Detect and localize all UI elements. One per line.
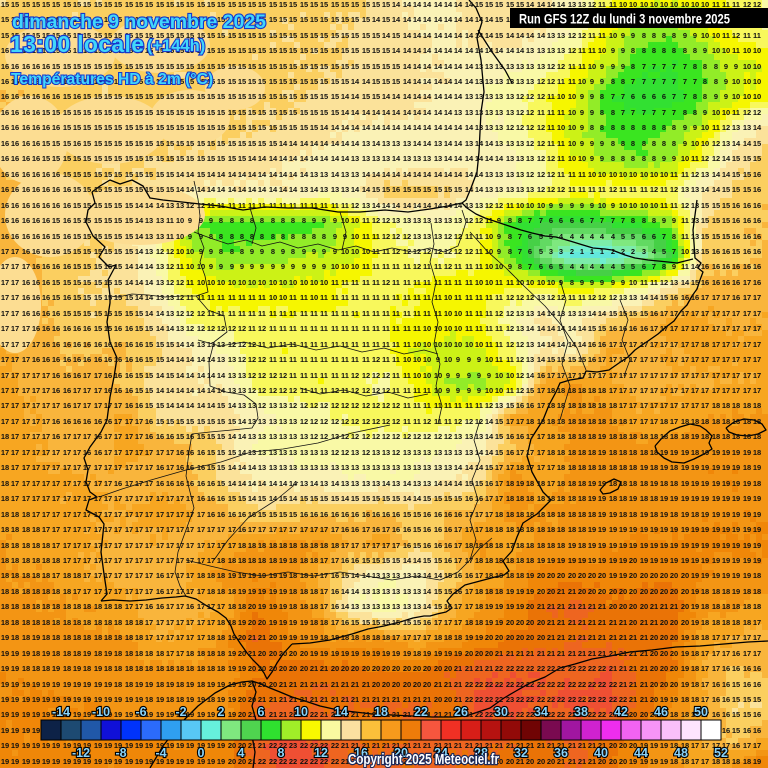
svg-text:44: 44 bbox=[634, 746, 648, 760]
svg-text:6: 6 bbox=[258, 705, 265, 719]
svg-text:-12: -12 bbox=[72, 746, 90, 760]
svg-text:-14: -14 bbox=[52, 705, 70, 719]
svg-text:-8: -8 bbox=[115, 746, 126, 760]
svg-text:0: 0 bbox=[198, 746, 205, 760]
svg-text:10: 10 bbox=[294, 705, 308, 719]
svg-text:32: 32 bbox=[514, 746, 528, 760]
svg-text:42: 42 bbox=[614, 705, 628, 719]
svg-text:48: 48 bbox=[674, 746, 688, 760]
svg-text:8: 8 bbox=[278, 746, 285, 760]
svg-text:2: 2 bbox=[218, 705, 225, 719]
svg-text:-4: -4 bbox=[155, 746, 166, 760]
svg-text:34: 34 bbox=[534, 705, 548, 719]
svg-text:-2: -2 bbox=[175, 705, 186, 719]
svg-text:50: 50 bbox=[694, 705, 708, 719]
svg-text:Run GFS 12Z du lundi 3 novembr: Run GFS 12Z du lundi 3 novembre 2025 bbox=[519, 11, 730, 27]
svg-text:46: 46 bbox=[654, 705, 668, 719]
svg-text:18: 18 bbox=[374, 705, 388, 719]
svg-text:26: 26 bbox=[454, 705, 468, 719]
svg-text:(+144h): (+144h) bbox=[147, 37, 205, 55]
svg-text:30: 30 bbox=[494, 705, 508, 719]
svg-text:-6: -6 bbox=[135, 705, 146, 719]
svg-text:38: 38 bbox=[574, 705, 588, 719]
svg-text:22: 22 bbox=[414, 705, 428, 719]
svg-text:-10: -10 bbox=[92, 705, 110, 719]
svg-text:14: 14 bbox=[334, 705, 348, 719]
svg-text:dimanche 9 novembre 2025: dimanche 9 novembre 2025 bbox=[12, 11, 266, 33]
svg-text:40: 40 bbox=[594, 746, 608, 760]
svg-text:13:00 locale: 13:00 locale bbox=[10, 31, 144, 57]
svg-text:Températures HD à 2m (°C): Températures HD à 2m (°C) bbox=[11, 71, 213, 88]
svg-text:12: 12 bbox=[314, 746, 328, 760]
svg-text:Copyright 2025 Meteociel.fr: Copyright 2025 Meteociel.fr bbox=[348, 752, 499, 768]
svg-text:4: 4 bbox=[238, 746, 245, 760]
svg-text:52: 52 bbox=[714, 746, 728, 760]
svg-text:36: 36 bbox=[554, 746, 568, 760]
